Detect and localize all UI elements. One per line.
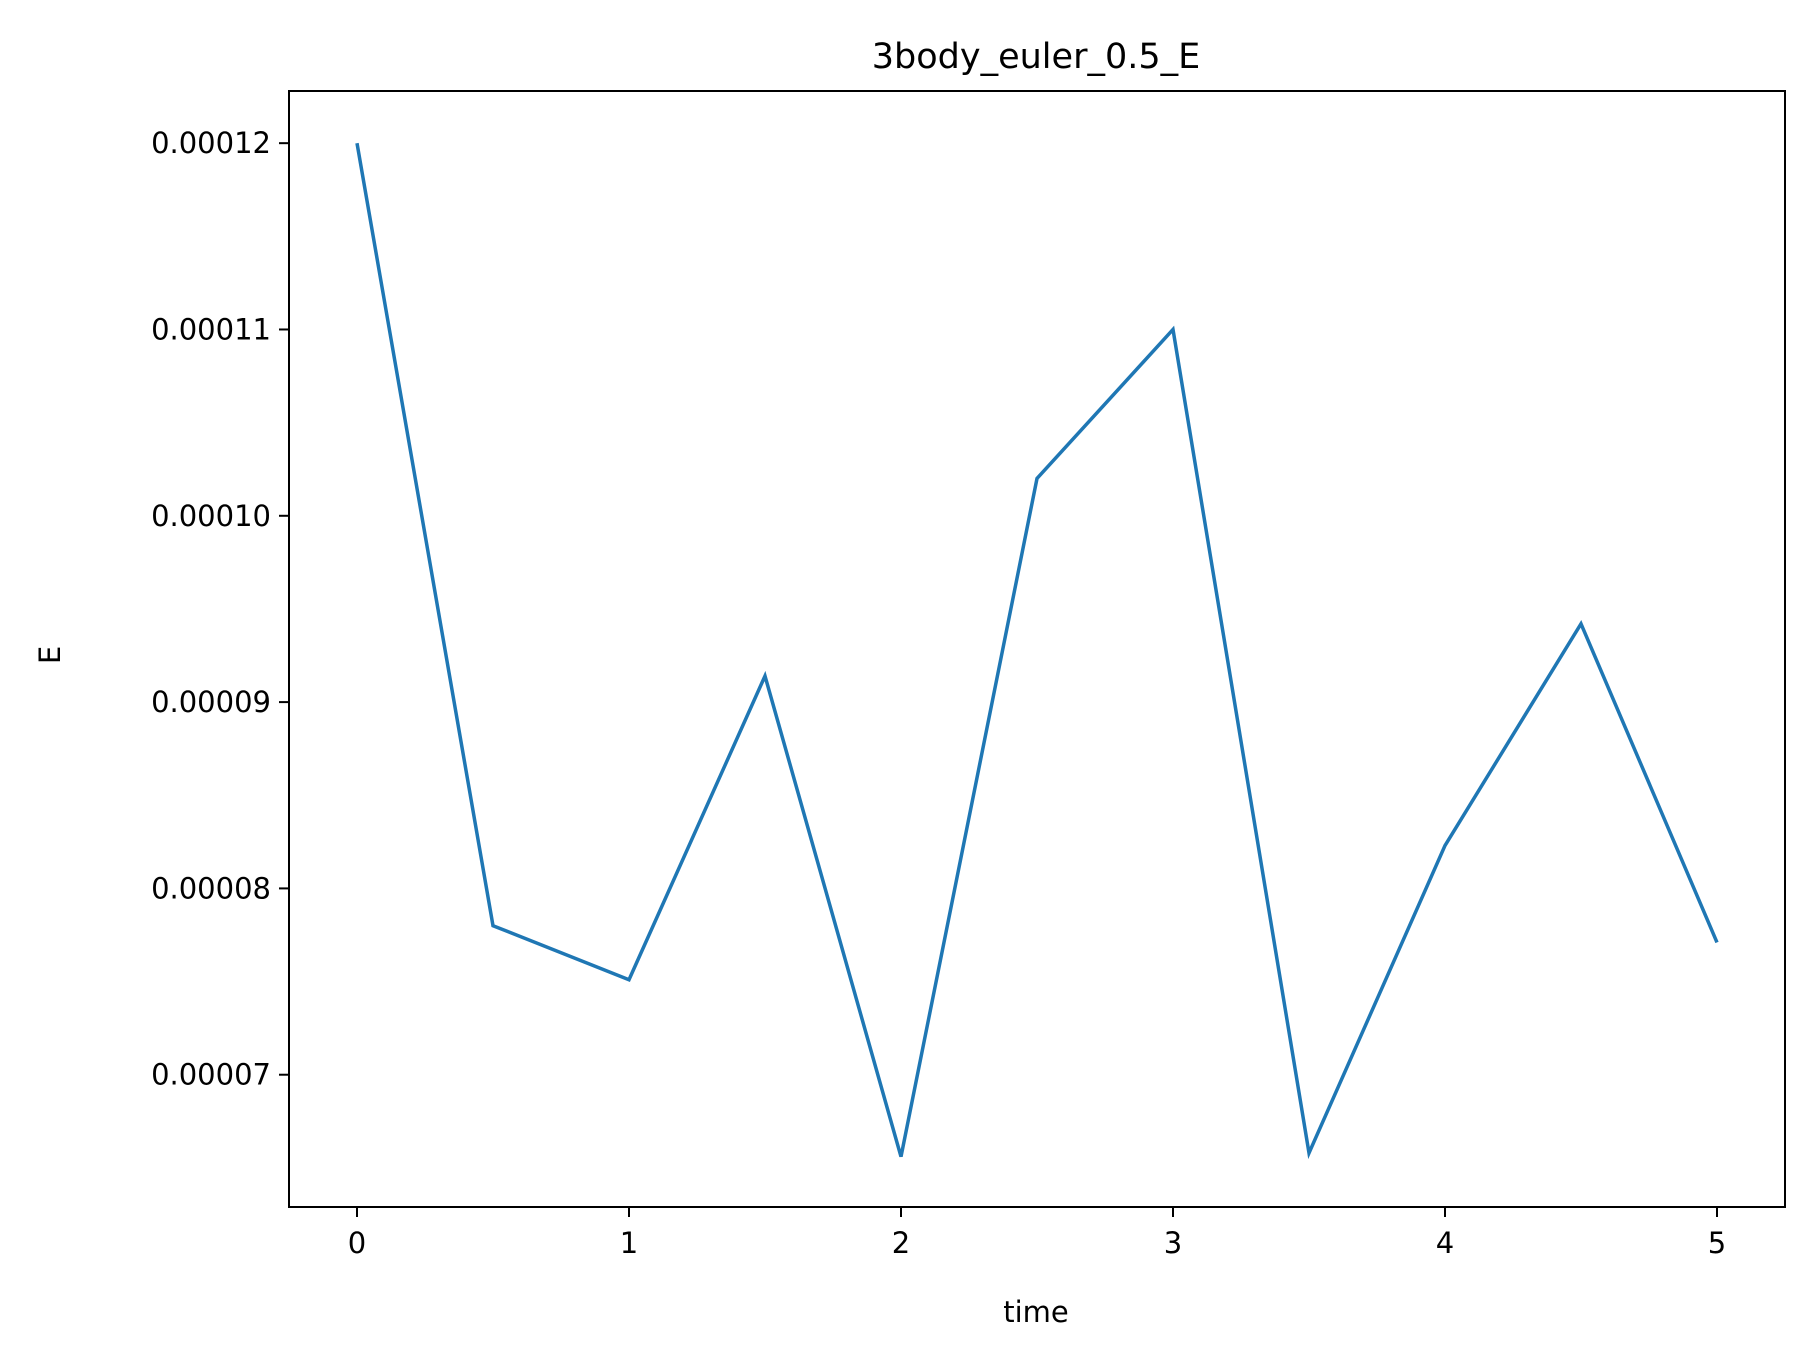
y-axis-ticks: 0.00007 0.00008 0.00009 0.00010 0.00011 0.000… <box>151 126 289 1092</box>
y-tick-label: 0.00010 <box>151 499 271 533</box>
x-tick-label: 2 <box>892 1226 910 1260</box>
x-tick-label: 3 <box>1164 1226 1182 1260</box>
x-axis-label: time <box>1003 1295 1069 1329</box>
chart-title: 3body_euler_0.5_E <box>872 37 1200 77</box>
series-line <box>355 142 1719 1160</box>
x-axis-ticks: 0 1 2 3 4 5 <box>348 1207 1726 1260</box>
y-tick-label: 0.00009 <box>151 685 271 719</box>
x-tick-label: 5 <box>1708 1226 1726 1260</box>
y-tick-label: 0.00007 <box>151 1058 271 1092</box>
y-tick-label: 0.00011 <box>151 312 271 346</box>
x-tick-label: 0 <box>348 1226 366 1260</box>
y-tick-label: 0.00012 <box>151 126 271 160</box>
plot-frame <box>288 90 1786 1208</box>
series-layer <box>355 142 1719 1160</box>
y-axis-label: E <box>33 646 67 664</box>
x-tick-label: 1 <box>620 1226 638 1260</box>
x-tick-label: 4 <box>1436 1226 1454 1260</box>
y-tick-label: 0.00008 <box>151 871 271 905</box>
